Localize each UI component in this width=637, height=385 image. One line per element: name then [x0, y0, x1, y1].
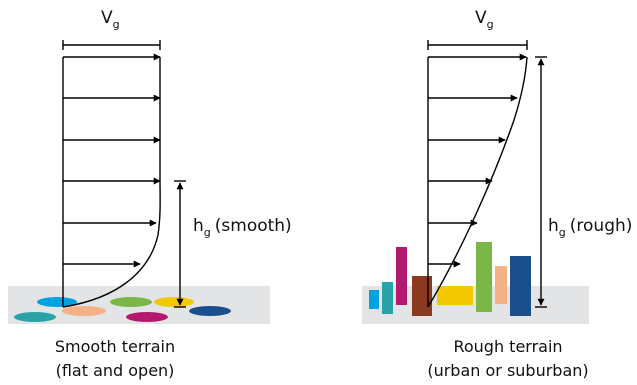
caption-smooth-line1: Smooth terrain [55, 337, 175, 356]
smooth-terrain-panel: Vg hg (smooth) Smooth terrain (flat and o… [8, 8, 292, 380]
ground-patch [189, 306, 231, 316]
velocity-label-rough: Vg [475, 8, 494, 31]
rough-terrain-panel: Vg hg (rough) Rough terrain (urban or sub… [362, 8, 632, 380]
ground-patch [62, 306, 106, 316]
ground-obstacles-smooth [14, 297, 231, 322]
building [412, 276, 432, 316]
building [510, 256, 531, 316]
building [396, 247, 407, 305]
ground-patch [126, 312, 168, 322]
building [382, 282, 393, 314]
building [437, 286, 473, 305]
building-blocks-rough [369, 242, 531, 316]
building [495, 266, 507, 304]
ground-patch [14, 312, 56, 322]
height-label-rough: hg (rough) [548, 216, 632, 239]
caption-smooth-line2: (flat and open) [56, 361, 175, 380]
height-label-smooth: hg (smooth) [193, 216, 292, 239]
velocity-arrows-rough [428, 53, 527, 268]
ground-patch [110, 297, 152, 307]
velocity-label-smooth: Vg [101, 8, 120, 31]
ground-patch [37, 297, 77, 307]
velocity-profile-curve-smooth [62, 57, 161, 308]
velocity-arrows-smooth [63, 53, 161, 268]
caption-rough-line2: (urban or suburban) [427, 361, 588, 380]
boundary-height-dimension-smooth [174, 180, 186, 308]
caption-rough-line1: Rough terrain [453, 337, 562, 356]
velocity-profile-curve-rough [427, 56, 528, 308]
ground-patch [154, 297, 194, 307]
building [476, 242, 492, 312]
boundary-height-dimension-rough [535, 56, 547, 308]
building [369, 290, 379, 309]
